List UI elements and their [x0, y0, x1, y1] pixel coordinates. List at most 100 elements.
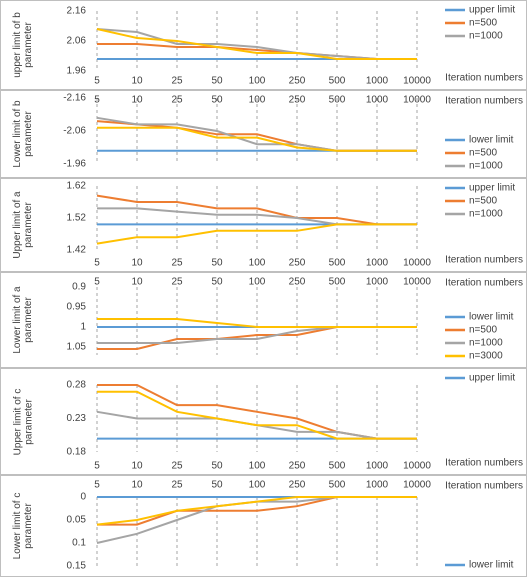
- y-axis-title: upper limit of b parameter: [12, 12, 34, 78]
- x-axis-title: Iteration numbers: [445, 96, 523, 107]
- series-line: [97, 126, 417, 152]
- x-tick-label: 250: [289, 480, 306, 491]
- x-tick-label: 250: [289, 95, 306, 106]
- x-tick-label: 10: [131, 258, 143, 269]
- y-axis-title: Upper limit of a parameter: [12, 191, 34, 259]
- x-tick-label: 1000: [366, 277, 389, 288]
- y-tick-label: -2.06: [63, 126, 86, 137]
- x-tick-label: 25: [171, 95, 183, 106]
- x-tick-label: 50: [211, 461, 223, 472]
- y-tick-label: 1.62: [67, 181, 87, 192]
- x-axis-title: Iteration numbers: [445, 458, 523, 469]
- x-tick-label: 100: [249, 76, 266, 87]
- y-tick-label: 0.95: [67, 302, 87, 313]
- legend-label: upper limit: [469, 5, 515, 16]
- x-tick-label: 100: [249, 95, 266, 106]
- x-tick-label: 500: [329, 95, 346, 106]
- legend-label: lower limit: [469, 135, 514, 146]
- x-tick-label: 500: [329, 76, 346, 87]
- x-tick-label: 10: [131, 277, 143, 288]
- x-axis-title: Iteration numbers: [445, 481, 523, 492]
- x-tick-label: 100: [249, 461, 266, 472]
- legend-label: n=500: [469, 196, 498, 207]
- legend-label: n=1000: [469, 209, 503, 220]
- legend-label: lower limit: [469, 560, 514, 571]
- x-tick-label: 10: [131, 76, 143, 87]
- x-tick-label: 50: [211, 277, 223, 288]
- legend-label: n=1000: [469, 31, 503, 42]
- y-tick-label: 0: [80, 492, 86, 503]
- y-axis-title: Lower limit of b parameter: [12, 100, 34, 168]
- x-tick-label: 10000: [403, 95, 431, 106]
- y-tick-label: -2.16: [63, 93, 86, 104]
- x-tick-label: 5: [94, 461, 100, 472]
- x-tick-label: 10000: [403, 480, 431, 491]
- x-tick-label: 5: [94, 258, 100, 269]
- series-line: [96, 194, 417, 226]
- x-tick-label: 25: [171, 461, 183, 472]
- x-tick-label: 50: [211, 76, 223, 87]
- x-axis-title: Iteration numbers: [445, 255, 523, 266]
- y-axis-title: Lower limit of c parameter: [12, 492, 34, 560]
- x-tick-label: 100: [249, 480, 266, 491]
- y-tick-label: 1.52: [67, 213, 87, 224]
- legend-label: n=500: [469, 148, 498, 159]
- y-tick-label: 0.28: [67, 380, 87, 391]
- x-tick-label: 10000: [403, 277, 431, 288]
- x-axis-title: Iteration numbers: [445, 278, 523, 289]
- series-line: [96, 28, 417, 60]
- x-tick-label: 500: [329, 258, 346, 269]
- x-tick-label: 25: [171, 480, 183, 491]
- x-tick-label: 250: [289, 461, 306, 472]
- x-tick-label: 25: [171, 277, 183, 288]
- y-tick-label: 2.16: [67, 6, 87, 17]
- x-tick-label: 5: [94, 480, 100, 491]
- y-tick-label: 0.05: [67, 515, 87, 526]
- series-line: [97, 318, 417, 328]
- y-tick-label: -1.96: [63, 159, 86, 170]
- y-axis-title: Upper limit of c parameter: [12, 388, 34, 455]
- x-tick-label: 10000: [403, 76, 431, 87]
- x-tick-label: 10000: [403, 461, 431, 472]
- legend-label: n=1000: [469, 161, 503, 172]
- y-tick-label: 2.06: [67, 36, 87, 47]
- legend-label: n=1000: [469, 338, 503, 349]
- x-axis-title: Iteration numbers: [445, 73, 523, 84]
- y-tick-label: 0.18: [67, 447, 87, 458]
- y-tick-label: 1.96: [67, 66, 87, 77]
- legend-label: n=500: [469, 18, 498, 29]
- x-tick-label: 500: [329, 480, 346, 491]
- x-tick-label: 5: [94, 95, 100, 106]
- legend-label: upper limit: [469, 183, 515, 194]
- y-tick-label: 0.9: [72, 282, 86, 293]
- y-axis-title: Lower limit of a parameter: [12, 286, 34, 354]
- x-tick-label: 10000: [403, 258, 431, 269]
- series-line: [96, 496, 417, 526]
- x-tick-label: 5: [94, 277, 100, 288]
- y-tick-label: 1: [80, 322, 86, 333]
- x-tick-label: 25: [171, 258, 183, 269]
- x-tick-label: 10: [131, 461, 143, 472]
- x-tick-label: 1000: [366, 76, 389, 87]
- legend-label: lower limit: [469, 312, 514, 323]
- y-tick-label: 0.15: [67, 561, 87, 572]
- x-tick-label: 100: [249, 277, 266, 288]
- x-tick-label: 50: [211, 258, 223, 269]
- legend-label: n=500: [469, 325, 498, 336]
- x-tick-label: 10: [131, 480, 143, 491]
- y-tick-label: 0.23: [67, 413, 87, 424]
- x-tick-label: 1000: [366, 461, 389, 472]
- x-tick-label: 500: [329, 461, 346, 472]
- series-line: [96, 223, 417, 245]
- series-line: [97, 390, 417, 440]
- x-tick-label: 1000: [366, 258, 389, 269]
- x-tick-label: 500: [329, 277, 346, 288]
- x-tick-label: 50: [211, 95, 223, 106]
- x-tick-label: 250: [289, 277, 306, 288]
- legend-label: n=3000: [469, 351, 503, 362]
- y-tick-label: 1.05: [67, 342, 87, 353]
- x-tick-label: 50: [211, 480, 223, 491]
- y-tick-label: 1.42: [67, 245, 87, 256]
